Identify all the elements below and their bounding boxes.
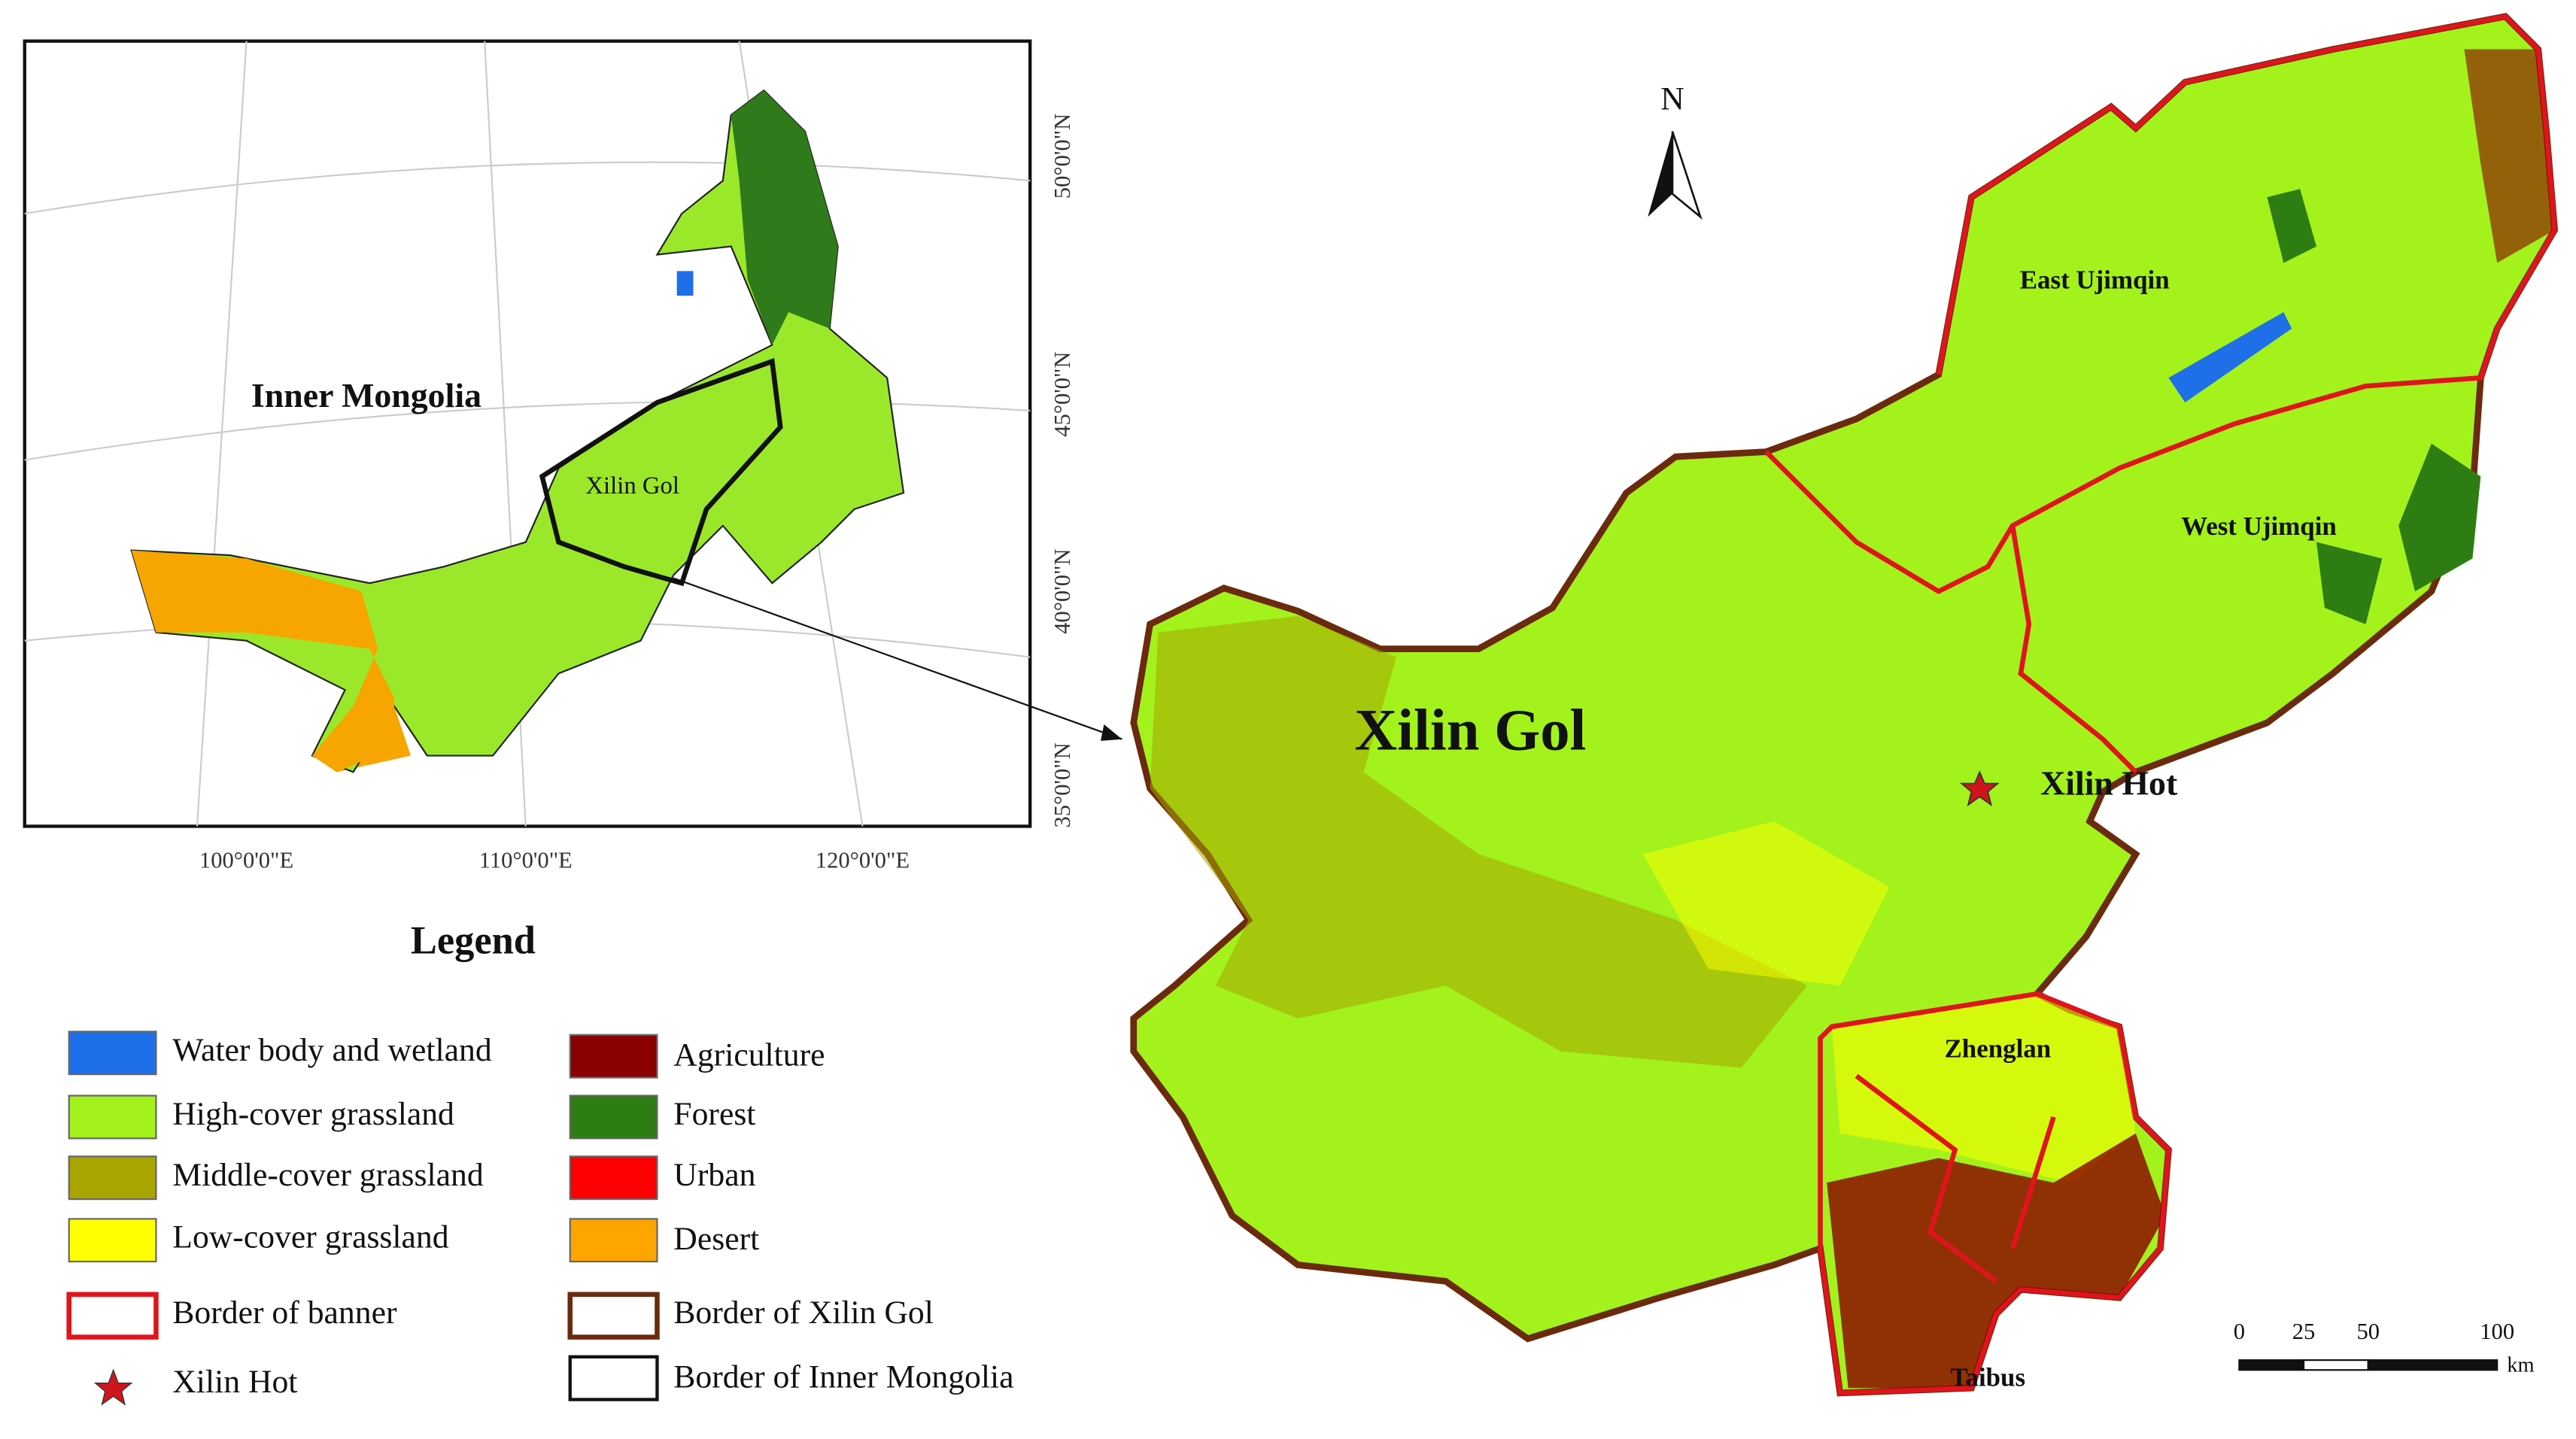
arrow-head <box>1101 724 1122 741</box>
map-title: Xilin Gol <box>1354 697 1586 763</box>
swatch <box>66 1292 159 1340</box>
banner-label: Taibus <box>1950 1362 2025 1392</box>
lat-label: 45°0'0"N <box>1050 351 1075 436</box>
scale-unit: km <box>2507 1353 2534 1377</box>
legend-label: Water body and wetland <box>172 1032 492 1068</box>
north-arrow <box>1671 131 1703 220</box>
legend-label: Urban <box>673 1157 755 1193</box>
legend-label: Middle-cover grassland <box>172 1157 484 1193</box>
east-ujimqin-border <box>1764 14 2557 594</box>
city-label: Xilin Hot <box>2040 764 2178 803</box>
banner-label: Zhenglan <box>1945 1034 2052 1064</box>
forest-area <box>2267 189 2481 624</box>
inset-map: Inner Mongolia Xilin Gol 50°0'0"N 45°0'0"… <box>23 39 1122 873</box>
banner-border <box>1818 991 2171 1396</box>
swatch <box>569 1155 658 1201</box>
swatch <box>569 1094 658 1140</box>
legend-label: Agriculture <box>673 1037 825 1073</box>
legend-title: Legend <box>411 919 536 963</box>
swatch <box>68 1031 157 1076</box>
banner-label: West Ujimqin <box>2181 512 2337 541</box>
low-cover-area <box>1831 994 2136 1183</box>
banner-border <box>1855 1073 2056 1283</box>
lon-label: 120°0'0"E <box>816 847 910 873</box>
lat-label: 35°0'0"N <box>1050 742 1075 827</box>
lat-labels: 50°0'0"N 45°0'0"N 40°0'0"N 35°0'0"N <box>1050 114 1075 828</box>
agriculture-area <box>1827 1133 2166 1389</box>
xilin-hot-star <box>1959 770 2000 807</box>
lon-label: 100°0'0"E <box>199 847 293 873</box>
legend-label: Border of Inner Mongolia <box>673 1359 1013 1395</box>
region-label: Inner Mongolia <box>251 376 481 414</box>
target-label: Xilin Gol <box>585 472 679 499</box>
banner-label: East Ujimqin <box>2020 266 2170 295</box>
pointer-arrow <box>673 577 1122 740</box>
water-patch <box>676 271 694 296</box>
xilin-gol-inset-border <box>539 358 783 587</box>
low-cover-area <box>1642 821 1890 986</box>
north-label: N <box>1660 80 1684 117</box>
swatch <box>567 1292 660 1340</box>
scale-label: 25 <box>2292 1319 2316 1344</box>
legend-label: Xilin Hot <box>172 1364 297 1400</box>
swatch <box>68 1094 157 1140</box>
water-area <box>2168 311 2292 403</box>
swatch <box>569 1034 658 1079</box>
legend-label: Forest <box>673 1096 755 1132</box>
legend-label: Desert <box>673 1221 759 1257</box>
agriculture-area <box>2464 49 2555 263</box>
lon-labels: 100°0'0"E 110°0'0"E 120°0'0"E <box>199 847 910 873</box>
swatch <box>68 1218 157 1263</box>
lat-label: 40°0'0"N <box>1050 548 1075 633</box>
scale-segment <box>2302 1359 2369 1371</box>
lon-label: 110°0'0"E <box>479 847 573 873</box>
scale-label: 0 <box>2234 1319 2245 1344</box>
swatch <box>68 1155 157 1201</box>
swatch <box>569 1218 658 1263</box>
forest-region <box>731 90 838 345</box>
scale-segment <box>2238 1359 2305 1371</box>
middle-cover-area <box>1150 615 1808 1068</box>
legend-labels: Water body and wetland High-cover grassla… <box>172 1032 492 1400</box>
lat-label: 50°0'0"N <box>1050 114 1075 199</box>
scale-bar: 0 25 50 100 km <box>2234 1319 2535 1377</box>
west-ujimqin-border <box>2009 525 2138 774</box>
scale-segment <box>2367 1359 2499 1371</box>
desert-overlay <box>131 550 395 773</box>
legend-label: Border of banner <box>172 1295 397 1331</box>
main-map: Xilin Gol East Ujimqin West Ujimqin Xili… <box>1130 13 2559 1397</box>
legend-label: Low-cover grassland <box>172 1219 448 1255</box>
scale-label: 100 <box>2480 1319 2514 1344</box>
legend-label: High-cover grassland <box>172 1096 454 1132</box>
scale-label: 50 <box>2356 1319 2380 1344</box>
legend: Legend Water body and wetland High-cover … <box>66 919 1014 1406</box>
swatch <box>568 1355 659 1401</box>
legend-labels: Agriculture Forest Urban Desert Border of Xi… <box>673 1037 1013 1395</box>
legend-label: Border of Xilin Gol <box>673 1295 934 1331</box>
north-arrow <box>1648 131 1672 217</box>
star-symbol <box>93 1368 133 1406</box>
